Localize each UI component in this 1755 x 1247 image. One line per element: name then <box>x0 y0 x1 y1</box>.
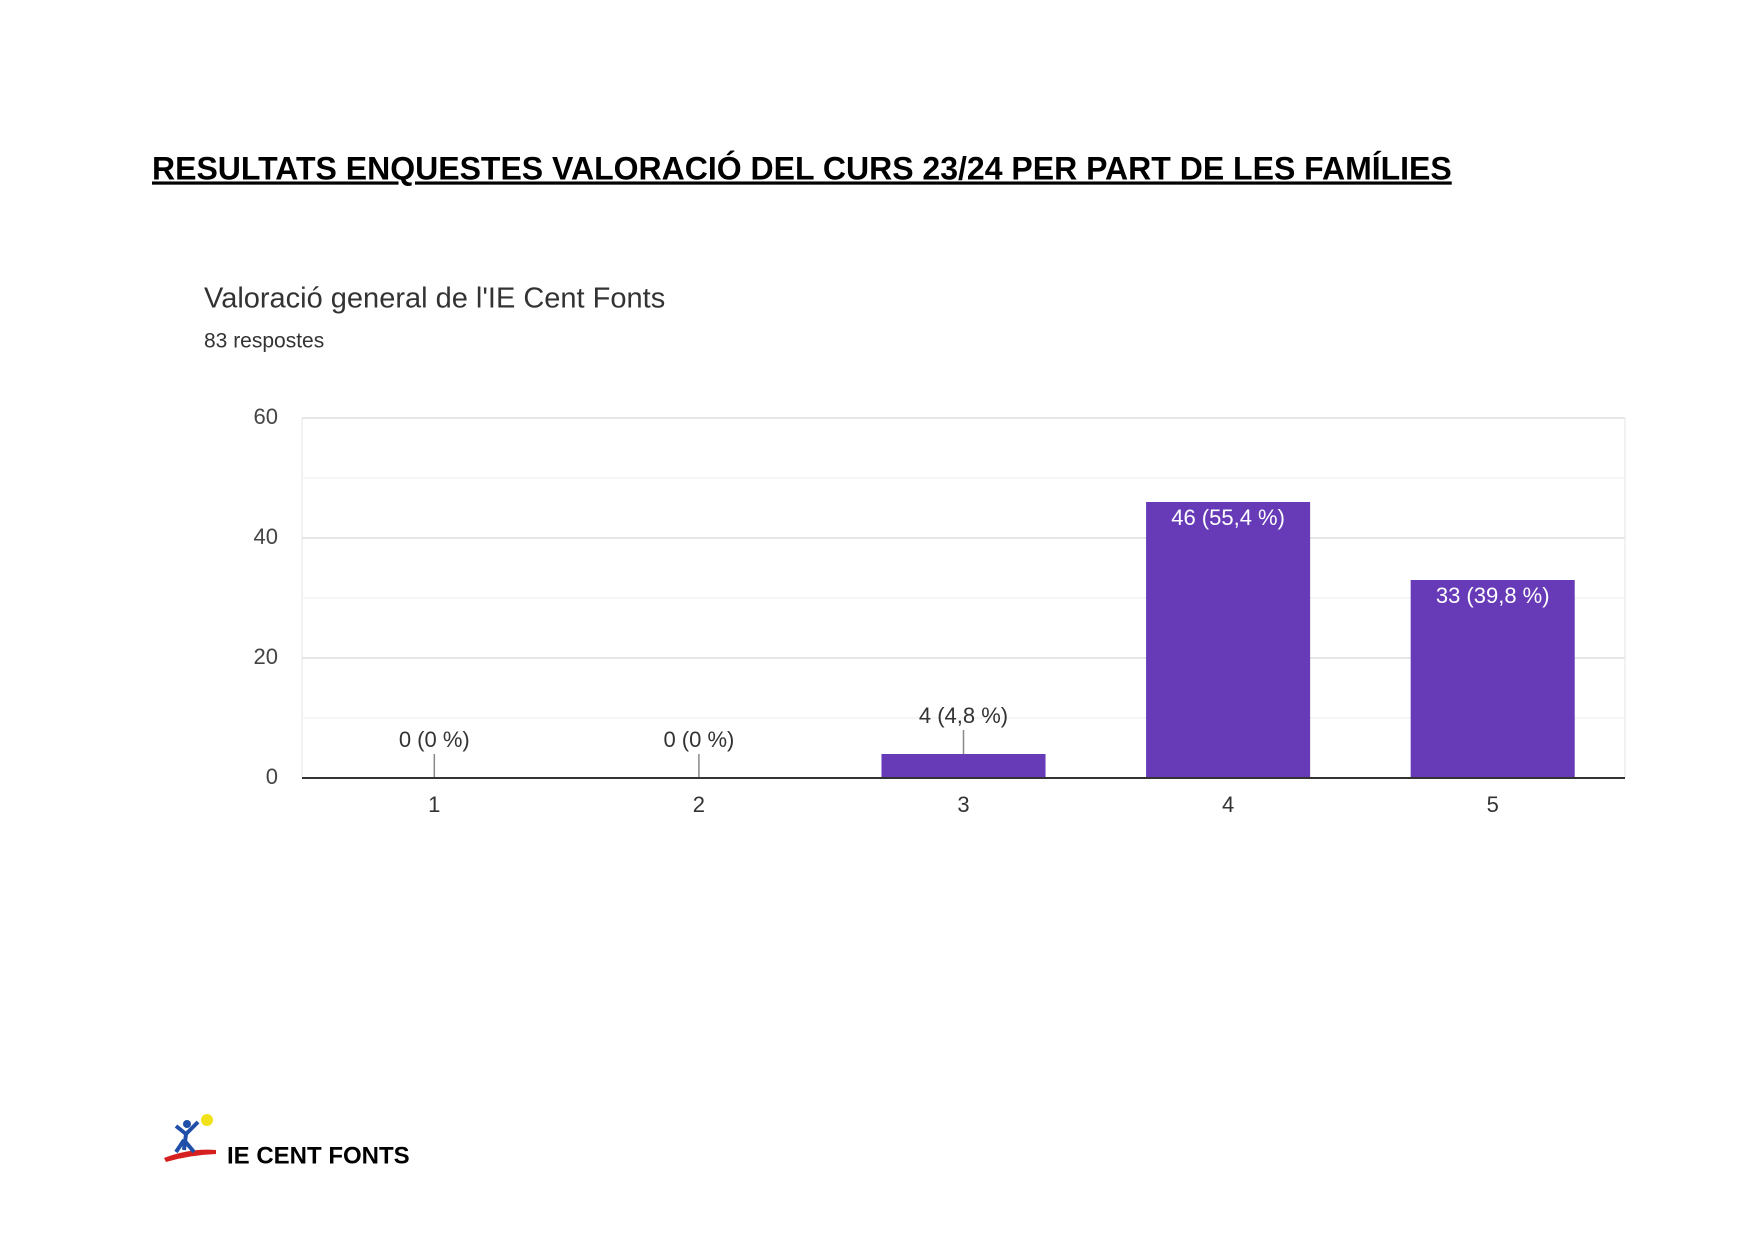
y-tick-label: 40 <box>254 524 278 549</box>
x-tick-label: 2 <box>693 792 705 817</box>
logo-ball <box>201 1114 213 1126</box>
logo-figure <box>174 1120 200 1154</box>
x-tick-label: 4 <box>1222 792 1234 817</box>
data-label: 0 (0 %) <box>399 727 470 752</box>
x-tick-label: 3 <box>957 792 969 817</box>
x-tick-label: 5 <box>1487 792 1499 817</box>
bar <box>881 754 1046 778</box>
chart-title: Valoració general de l'IE Cent Fonts <box>204 283 665 315</box>
y-tick-label: 20 <box>254 644 278 669</box>
footer-text: IE CENT FONTS <box>227 1142 410 1169</box>
bar <box>1410 580 1575 778</box>
data-label: 0 (0 %) <box>663 727 734 752</box>
chart-subtitle: 83 respostes <box>204 330 324 353</box>
logo-swoosh <box>164 1149 216 1162</box>
data-label: 33 (39,8 %) <box>1436 583 1550 608</box>
heading: RESULTATS ENQUESTES VALORACIÓ DEL CURS 2… <box>152 150 1452 186</box>
data-label: 4 (4,8 %) <box>919 703 1008 728</box>
bar <box>1146 502 1311 778</box>
x-tick-label: 1 <box>428 792 440 817</box>
y-tick-label: 60 <box>254 404 278 429</box>
logo-head <box>183 1120 191 1128</box>
data-label: 46 (55,4 %) <box>1171 505 1285 530</box>
y-tick-label: 0 <box>266 764 278 789</box>
logo <box>164 1114 216 1162</box>
